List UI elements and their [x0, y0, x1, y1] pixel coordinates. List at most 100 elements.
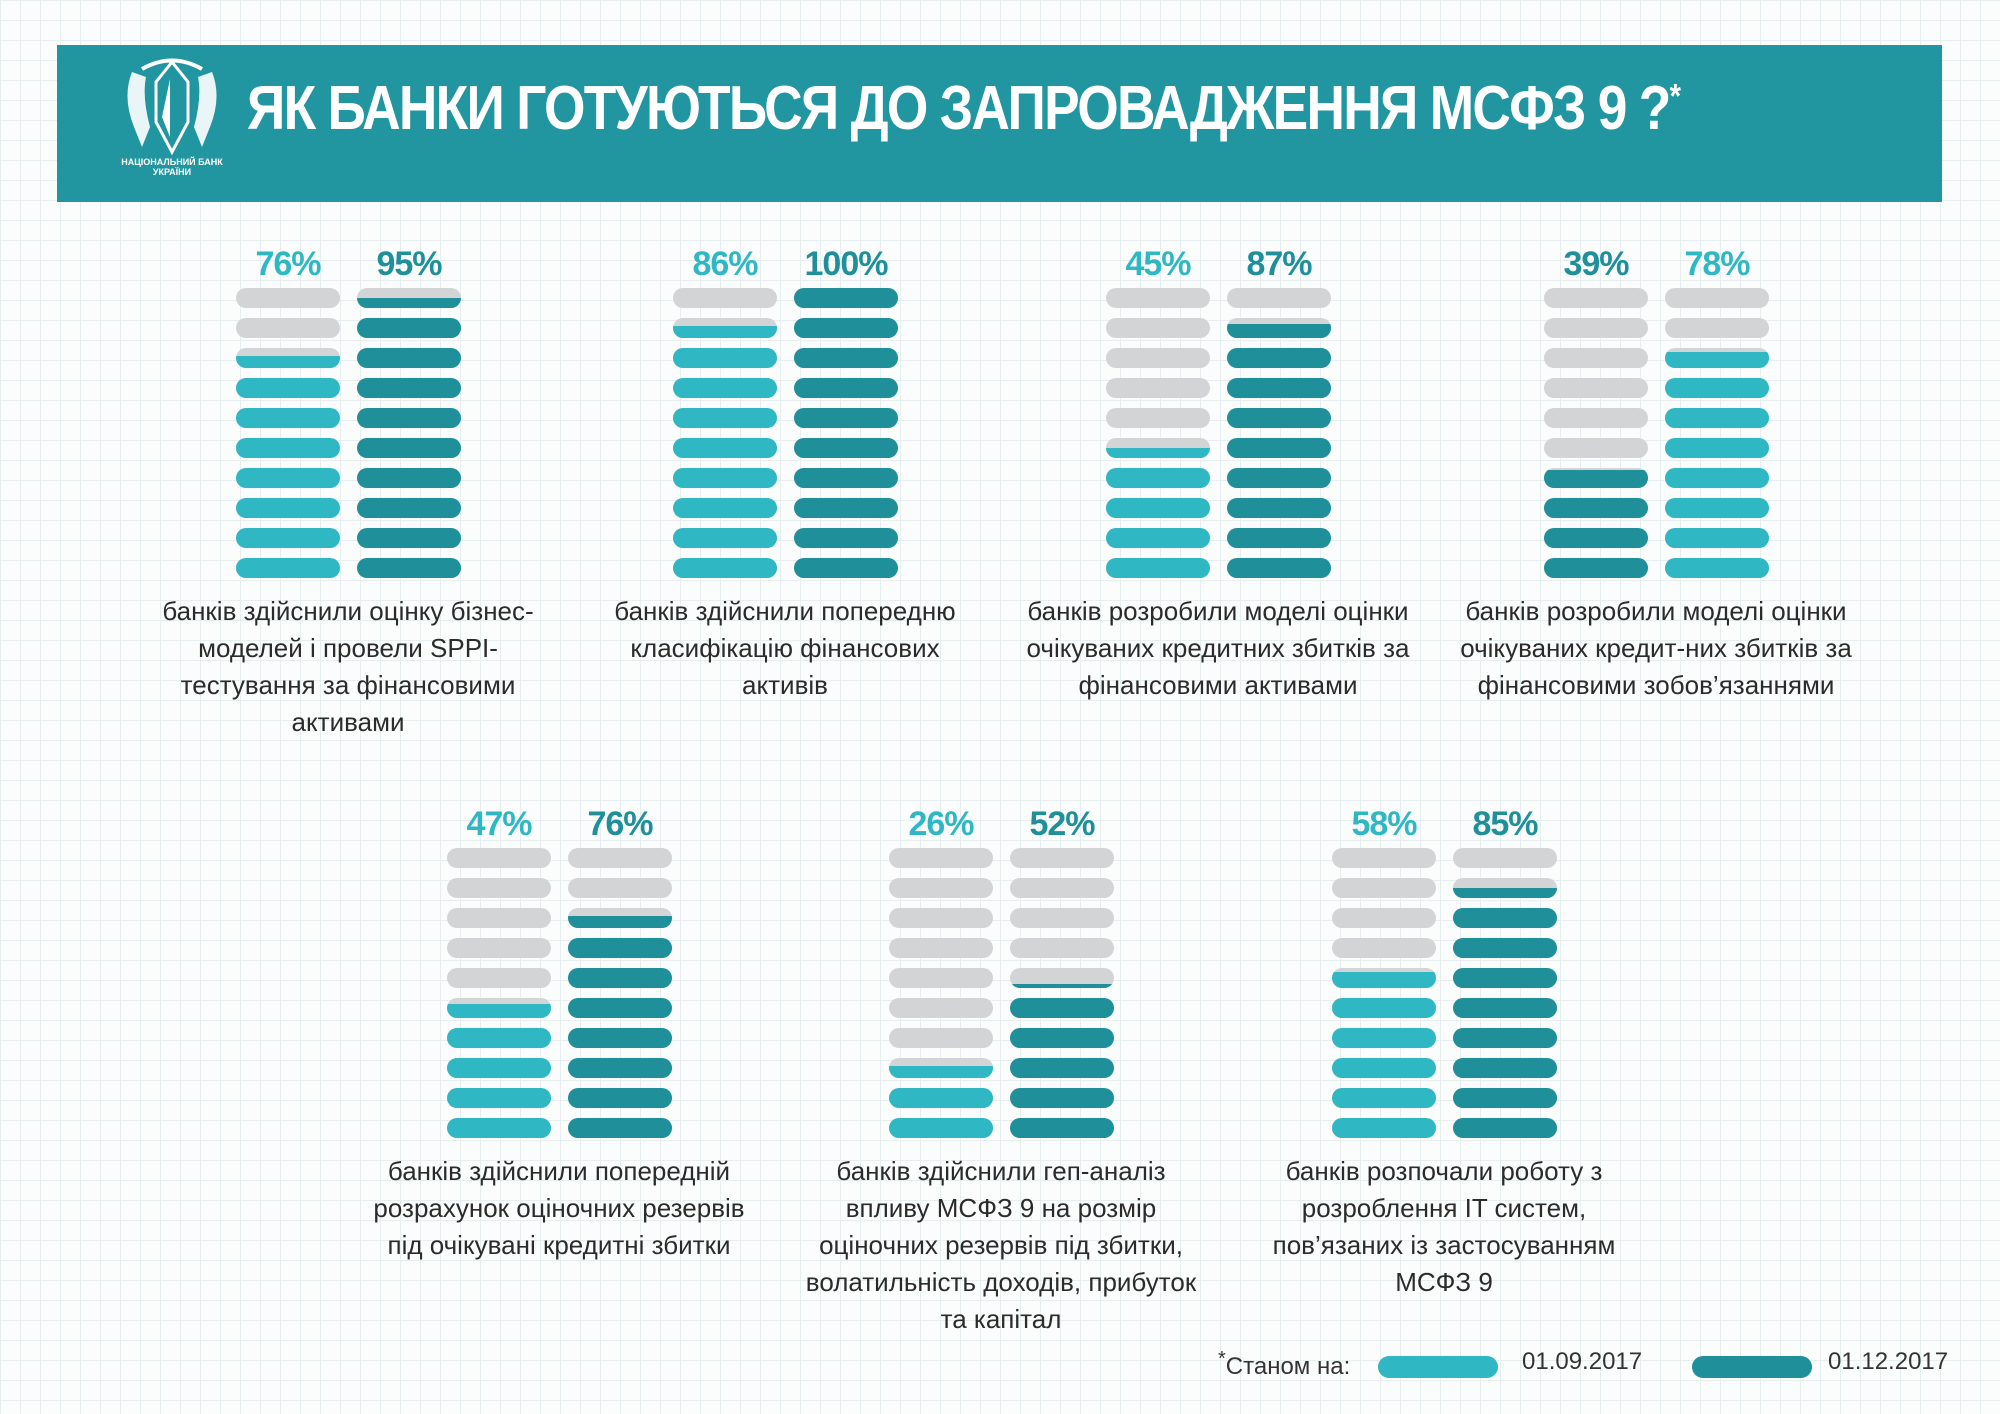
bar-fill — [794, 498, 898, 518]
bar-fill — [236, 356, 340, 368]
bar-fill — [447, 1088, 551, 1108]
bar-segment — [1106, 438, 1210, 458]
bar-segment — [673, 438, 777, 458]
bar-segment — [794, 528, 898, 548]
bar-segment — [568, 1118, 672, 1138]
bar-segment — [1227, 288, 1331, 308]
bar-segment — [1544, 558, 1648, 578]
value-label: 76% — [587, 805, 653, 843]
bar-segment — [1010, 1028, 1114, 1048]
bar-fill — [1106, 468, 1210, 488]
bar-segment — [1227, 438, 1331, 458]
bar-fill — [1227, 324, 1331, 338]
bar-segment — [1227, 378, 1331, 398]
bar-segment — [236, 468, 340, 488]
bar-fill — [794, 378, 898, 398]
bar-fill — [568, 998, 672, 1018]
bar-segment — [1665, 288, 1769, 308]
bar-segment — [889, 998, 993, 1018]
bar-segment — [1544, 408, 1648, 428]
bar-segment — [447, 1028, 551, 1048]
bar-segment — [447, 968, 551, 988]
bar-segment — [568, 1088, 672, 1108]
bar-fill — [236, 438, 340, 458]
bar-segment — [1227, 348, 1331, 368]
bar-fill — [1332, 1118, 1436, 1138]
bar-segment — [1453, 1058, 1557, 1078]
bar-segment — [1010, 1058, 1114, 1078]
nbu-logo: НАЦІОНАЛЬНИЙ БАНК УКРАЇНИ — [112, 57, 232, 192]
bar-fill — [357, 298, 461, 308]
bar-segment — [1453, 908, 1557, 928]
bar-segment — [1665, 318, 1769, 338]
bar-fill — [236, 528, 340, 548]
bar-fill — [1665, 438, 1769, 458]
bar-fill — [568, 1058, 672, 1078]
group-caption: банків здійснили попередню класифікацію … — [614, 596, 956, 700]
bar-fill — [1010, 998, 1114, 1018]
bar-segment — [889, 1088, 993, 1108]
bar-segment — [794, 498, 898, 518]
bar-segment — [889, 878, 993, 898]
bar-fill — [794, 288, 898, 308]
bar-segment — [794, 378, 898, 398]
bar-fill — [1106, 558, 1210, 578]
bar-segment — [1453, 998, 1557, 1018]
bar-segment — [1332, 848, 1436, 868]
bar-segment — [1665, 348, 1769, 368]
bar-segment — [447, 878, 551, 898]
bar-segment — [447, 908, 551, 928]
bar-segment — [889, 968, 993, 988]
bar-segment — [1106, 408, 1210, 428]
bar-fill — [794, 408, 898, 428]
bar-segment — [794, 288, 898, 308]
bar-fill — [1227, 408, 1331, 428]
legend-swatch-2 — [1692, 1356, 1812, 1378]
bar-segment — [1010, 998, 1114, 1018]
bar-segment — [1106, 378, 1210, 398]
bar-fill — [568, 1088, 672, 1108]
bar-segment — [357, 438, 461, 458]
bar-segment — [1227, 468, 1331, 488]
bar-fill — [673, 408, 777, 428]
bar-segment — [447, 848, 551, 868]
bar-segment — [357, 318, 461, 338]
bar-fill — [673, 326, 777, 338]
bar-segment — [1453, 878, 1557, 898]
bar-segment — [357, 558, 461, 578]
bar-segment — [568, 968, 672, 988]
value-label: 47% — [466, 805, 532, 843]
bar-fill — [1544, 558, 1648, 578]
bar-fill — [1010, 1118, 1114, 1138]
bar-fill — [1665, 498, 1769, 518]
bar-segment — [568, 938, 672, 958]
value-label: 26% — [908, 805, 974, 843]
bar-segment — [1544, 378, 1648, 398]
bar-fill — [357, 498, 461, 518]
bar-fill — [1332, 1088, 1436, 1108]
bar-fill — [673, 498, 777, 518]
bar-segment — [1227, 558, 1331, 578]
bar-fill — [1227, 528, 1331, 548]
bar-fill — [1106, 448, 1210, 458]
bar-segment — [1665, 498, 1769, 518]
page-title: ЯК БАНКИ ГОТУЮТЬСЯ ДО ЗАПРОВАДЖЕННЯ МСФЗ… — [247, 74, 1681, 143]
bar-segment — [889, 1118, 993, 1138]
bar-segment — [1544, 438, 1648, 458]
bar-segment — [236, 498, 340, 518]
bar-segment — [1453, 848, 1557, 868]
bar-segment — [357, 468, 461, 488]
bar-fill — [1332, 972, 1436, 988]
bar-fill — [794, 558, 898, 578]
bar-segment — [889, 908, 993, 928]
bar-fill — [1453, 888, 1557, 898]
group-caption: банків здійснили оцінку бізнес-моделей і… — [162, 596, 534, 737]
group-caption: банків розробили моделі оцінки очікувани… — [1460, 596, 1852, 700]
bar-segment — [1665, 408, 1769, 428]
bar-segment — [1106, 468, 1210, 488]
bar-fill — [236, 498, 340, 518]
bar-segment — [794, 438, 898, 458]
bar-segment — [568, 908, 672, 928]
bar-fill — [1227, 498, 1331, 518]
bar-segment — [236, 288, 340, 308]
